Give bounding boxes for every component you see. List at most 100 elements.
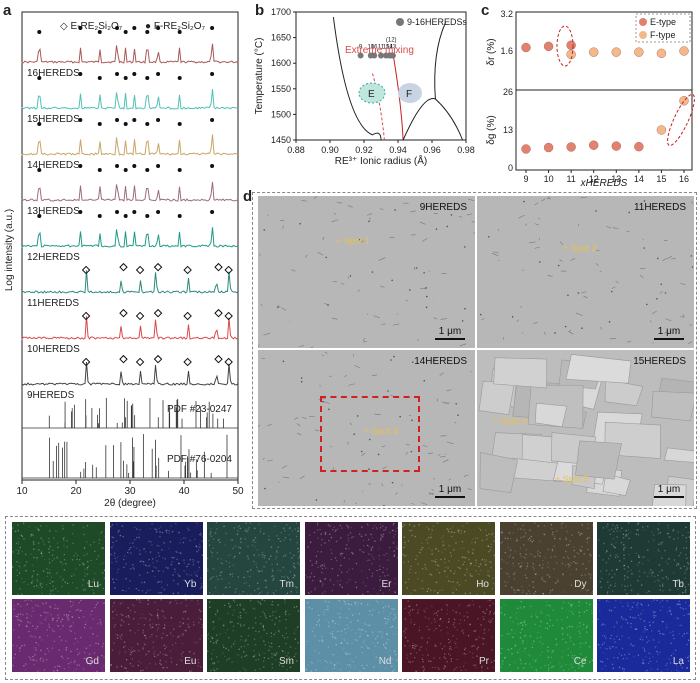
e-phase-marker [183, 265, 192, 275]
eds-noise [12, 522, 105, 595]
grain-boundary [277, 305, 281, 307]
e-phase-marker [214, 262, 223, 272]
eds-map-eu: Eu [109, 599, 203, 672]
pore [360, 450, 363, 453]
y-tick-label: 1.6 [500, 46, 513, 56]
f-phase-marker [97, 30, 102, 34]
grain-boundary [481, 318, 485, 321]
pore [487, 235, 490, 238]
eds-element-label: Gd [85, 656, 99, 667]
grain-boundary [352, 354, 355, 357]
grain [664, 447, 694, 463]
x-tick-label: 20 [70, 486, 82, 497]
grain-boundary [361, 453, 366, 456]
grain-boundary [559, 241, 564, 245]
e-phase-marker [119, 308, 128, 318]
grain-boundary [671, 257, 677, 260]
e-phase-marker [135, 265, 145, 275]
x-tick-label: 14 [634, 174, 644, 184]
panel-label-c: c [481, 2, 490, 19]
trace-label: 10HEREDS [27, 344, 80, 355]
grain-boundary [282, 476, 289, 479]
spot-marker-4: + Spot 4 [493, 416, 527, 426]
grain-boundary [354, 502, 357, 505]
data-point [357, 52, 364, 59]
grain-boundary [615, 280, 619, 284]
f-phase-marker [145, 168, 150, 172]
grain-boundary [343, 500, 346, 503]
pore [657, 257, 659, 260]
grain-boundary [524, 223, 527, 226]
grain-boundary [395, 492, 398, 495]
grain-boundary [368, 483, 372, 485]
f-phase-marker [145, 214, 150, 218]
f-phase-marker [132, 164, 137, 168]
phase-xlabel: RE³⁺ Ionic radius (Å) [335, 154, 428, 167]
grain-boundary [440, 318, 448, 320]
delta-r-point [521, 42, 531, 53]
y-tick-label: 1550 [271, 84, 291, 94]
f-phase-marker [97, 168, 102, 172]
pore [387, 390, 389, 392]
grain-boundary [267, 424, 272, 426]
eds-map-gd: Gd [12, 599, 105, 672]
e-phase-marker [153, 354, 163, 364]
f-phase-marker [145, 122, 150, 126]
f-phase-marker [177, 76, 182, 80]
delta-r-point [611, 47, 621, 57]
grain [478, 380, 515, 415]
f-phase-marker [37, 122, 42, 126]
grain-boundary [473, 232, 475, 234]
eds-element-label: Pr [479, 656, 489, 667]
delta-g-point [679, 96, 689, 106]
grain-boundary [439, 455, 446, 458]
pore [368, 438, 371, 441]
pore [411, 361, 414, 363]
delta-g-point [566, 142, 576, 152]
sem-label: 9HEREDS [419, 202, 467, 213]
pore [539, 261, 541, 263]
pore [581, 327, 583, 330]
grain [604, 379, 644, 407]
pore [325, 256, 328, 259]
grain [602, 473, 631, 496]
scale-bar: 1 μm [654, 326, 684, 340]
grain-boundary [291, 269, 296, 272]
eds-element-label: Yb [184, 579, 197, 590]
grain-boundary [642, 238, 644, 241]
data-point [388, 52, 395, 59]
e-phase-marker [135, 311, 145, 321]
eds-noise [109, 522, 203, 595]
sem-image-14: 14HEREDS + Spot 3 1 μm [258, 350, 475, 506]
x-tick-label: 13 [611, 174, 621, 184]
e-phase-label: E [368, 89, 375, 100]
eds-noise [304, 522, 398, 595]
phase-boundary [332, 17, 382, 141]
grain-boundary [323, 401, 330, 404]
grain-boundary [570, 257, 576, 261]
phase-boundary [402, 98, 464, 141]
f-phase-marker [78, 164, 83, 168]
grain-boundary [467, 488, 472, 491]
xrd-xlabel: 2θ (degree) [104, 498, 156, 509]
delta-g-point [543, 142, 554, 153]
grain-boundary [516, 319, 520, 322]
eds-noise [109, 599, 203, 672]
grain-boundary [324, 351, 328, 354]
phase-boundary-red [392, 52, 404, 141]
grain-boundary [296, 432, 302, 436]
panel-label-d: d [243, 188, 253, 205]
eds-noise [207, 522, 300, 595]
grain-boundary [534, 246, 540, 249]
grain-boundary [313, 196, 318, 200]
f-phase-marker [115, 72, 120, 76]
grain-boundary [580, 196, 588, 199]
extreme-mixing-annotation: Extreme mixing [345, 45, 414, 56]
pore [608, 321, 611, 323]
grain-boundary [650, 320, 652, 323]
e-phase-marker [224, 311, 233, 321]
grain-boundary [687, 341, 693, 345]
grain-boundary [547, 275, 553, 277]
grain-boundary [463, 474, 469, 477]
grain-boundary [347, 441, 349, 445]
